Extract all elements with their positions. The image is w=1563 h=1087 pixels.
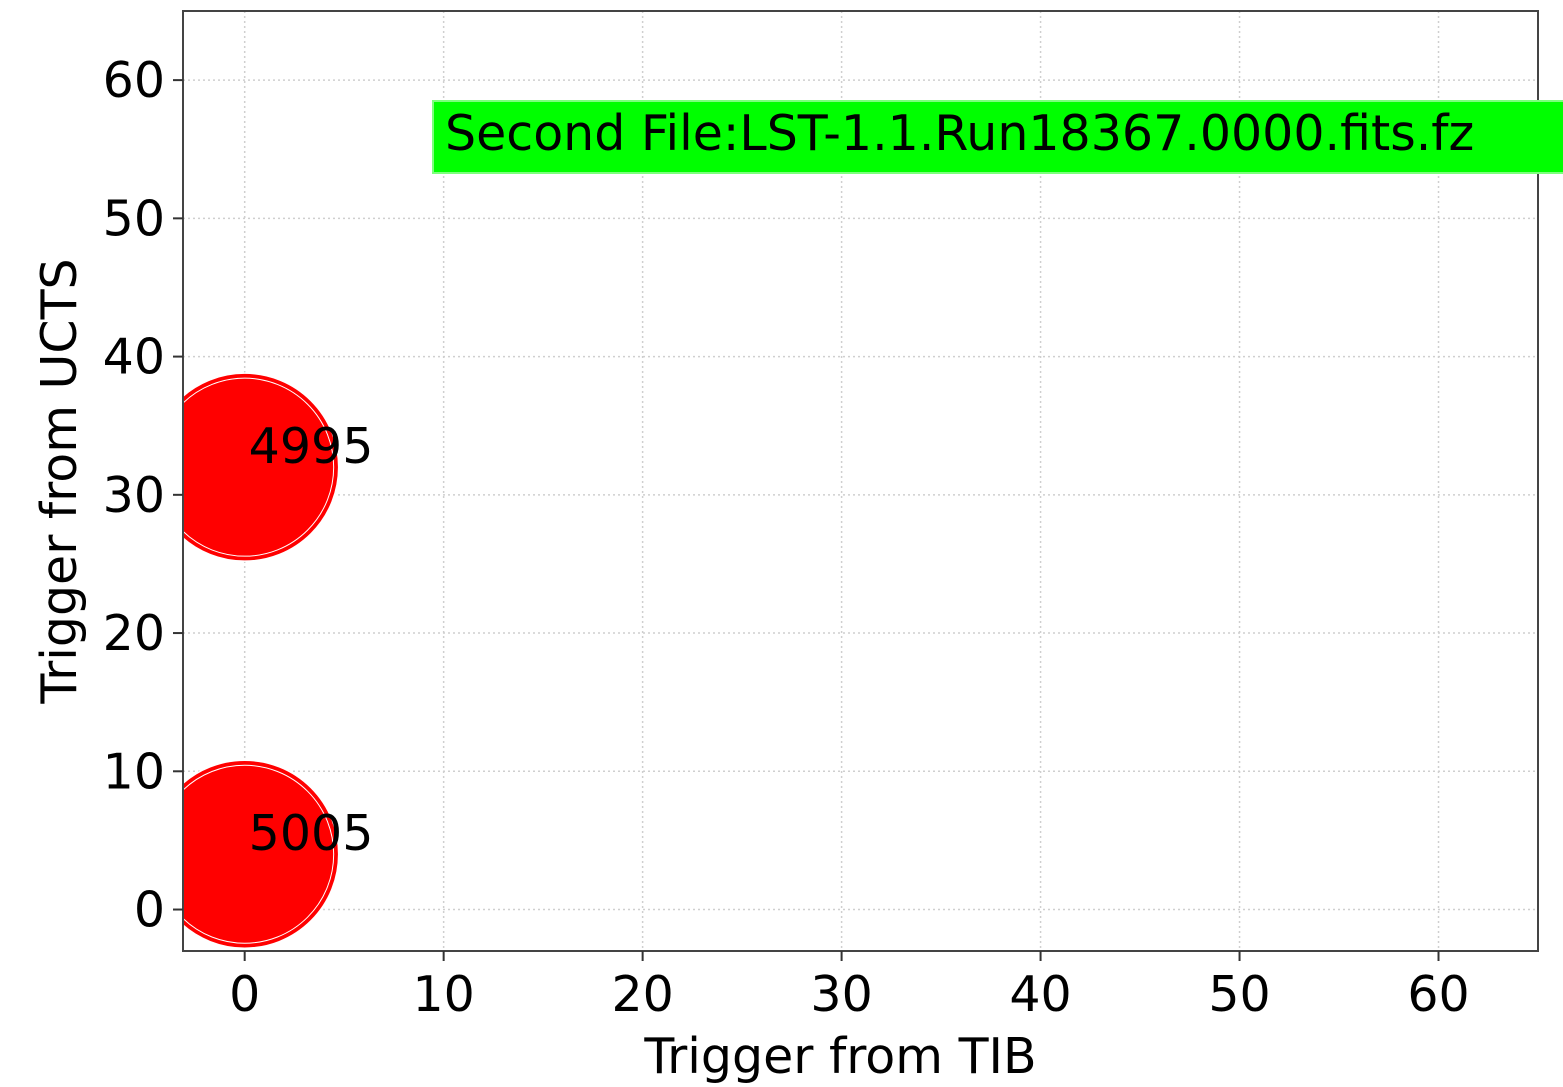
y-tick-label: 10 <box>103 743 165 800</box>
scatter-point-ring <box>183 377 335 557</box>
y-tick-label: 50 <box>103 190 165 247</box>
x-axis-label: Trigger from TIB <box>643 1028 1036 1085</box>
y-tick-label: 40 <box>103 329 165 386</box>
plot-frame <box>182 10 1539 952</box>
annotation-text: Second File:LST-1.1.Run18367.0000.fits.f… <box>445 105 1474 162</box>
annotation-box: Second File:LST-1.1.Run18367.0000.fits.f… <box>432 100 1563 174</box>
scatter-point-ring <box>183 764 335 944</box>
y-tick-label: 20 <box>103 605 165 662</box>
axes: 0 10 20 30 40 50 60 0 10 20 30 40 50 60 <box>103 10 1539 1023</box>
y-tick-label: 30 <box>103 467 165 524</box>
point-labels: 4995 5005 <box>249 418 374 862</box>
y-tick-label: 60 <box>103 52 165 109</box>
scatter-point <box>183 372 340 562</box>
x-tick-label: 0 <box>229 966 260 1023</box>
x-tick-label: 10 <box>412 966 474 1023</box>
x-tick-label: 50 <box>1208 966 1270 1023</box>
annotation-background <box>432 100 1563 174</box>
point-label: 4995 <box>249 418 374 475</box>
y-tick-label: 0 <box>134 882 165 939</box>
scatter-points <box>183 372 340 949</box>
point-label: 5005 <box>249 805 374 862</box>
x-tick-label: 20 <box>611 966 673 1023</box>
y-axis-label: Trigger from UCTS <box>31 258 88 704</box>
x-tick-label: 60 <box>1407 966 1469 1023</box>
scatter-point <box>183 759 340 949</box>
points-clip-group <box>183 372 340 949</box>
x-tick-label: 40 <box>1009 966 1071 1023</box>
x-tick-label: 30 <box>810 966 872 1023</box>
axis-labels: Trigger from TIB Trigger from UCTS <box>31 258 1037 1085</box>
